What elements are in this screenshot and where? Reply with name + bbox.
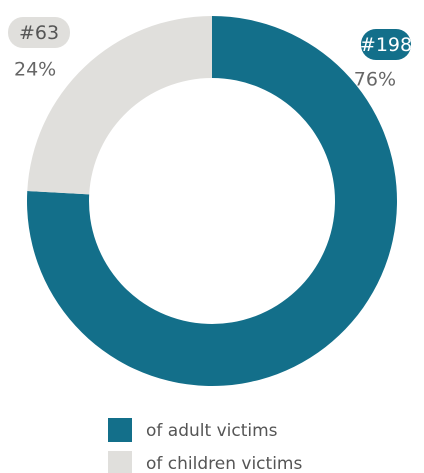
- legend-swatch: [108, 451, 132, 473]
- legend-swatch: [108, 418, 132, 442]
- value-label-pill: [8, 17, 70, 48]
- percent-label: 76%: [354, 69, 396, 91]
- value-label: #63: [19, 22, 59, 44]
- value-label: #198: [360, 34, 412, 56]
- value-label-pill: [361, 29, 411, 60]
- donut-slice: [27, 16, 213, 195]
- legend-label: of children victims: [146, 454, 302, 473]
- legend-label: of adult victims: [146, 421, 278, 441]
- donut-slice: [27, 16, 398, 386]
- percent-label: 24%: [14, 59, 56, 81]
